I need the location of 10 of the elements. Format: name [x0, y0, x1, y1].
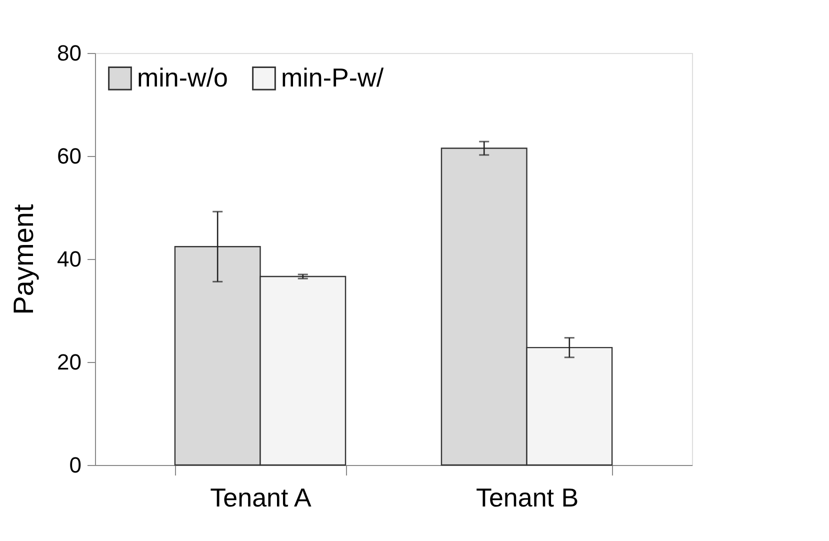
y-tick-label: 80 — [57, 40, 82, 66]
x-tick-label: Tenant A — [210, 482, 312, 512]
y-tick-label: 40 — [57, 246, 82, 272]
y-tick-label: 20 — [57, 350, 82, 374]
y-axis-title: Payment — [8, 204, 40, 315]
y-tick-label: 0 — [69, 452, 82, 478]
legend-label: min-P-w/ — [281, 62, 384, 92]
legend-label: min-w/o — [137, 62, 228, 92]
x-tick-label: Tenant B — [476, 482, 579, 512]
y-tick-label: 60 — [57, 144, 82, 168]
